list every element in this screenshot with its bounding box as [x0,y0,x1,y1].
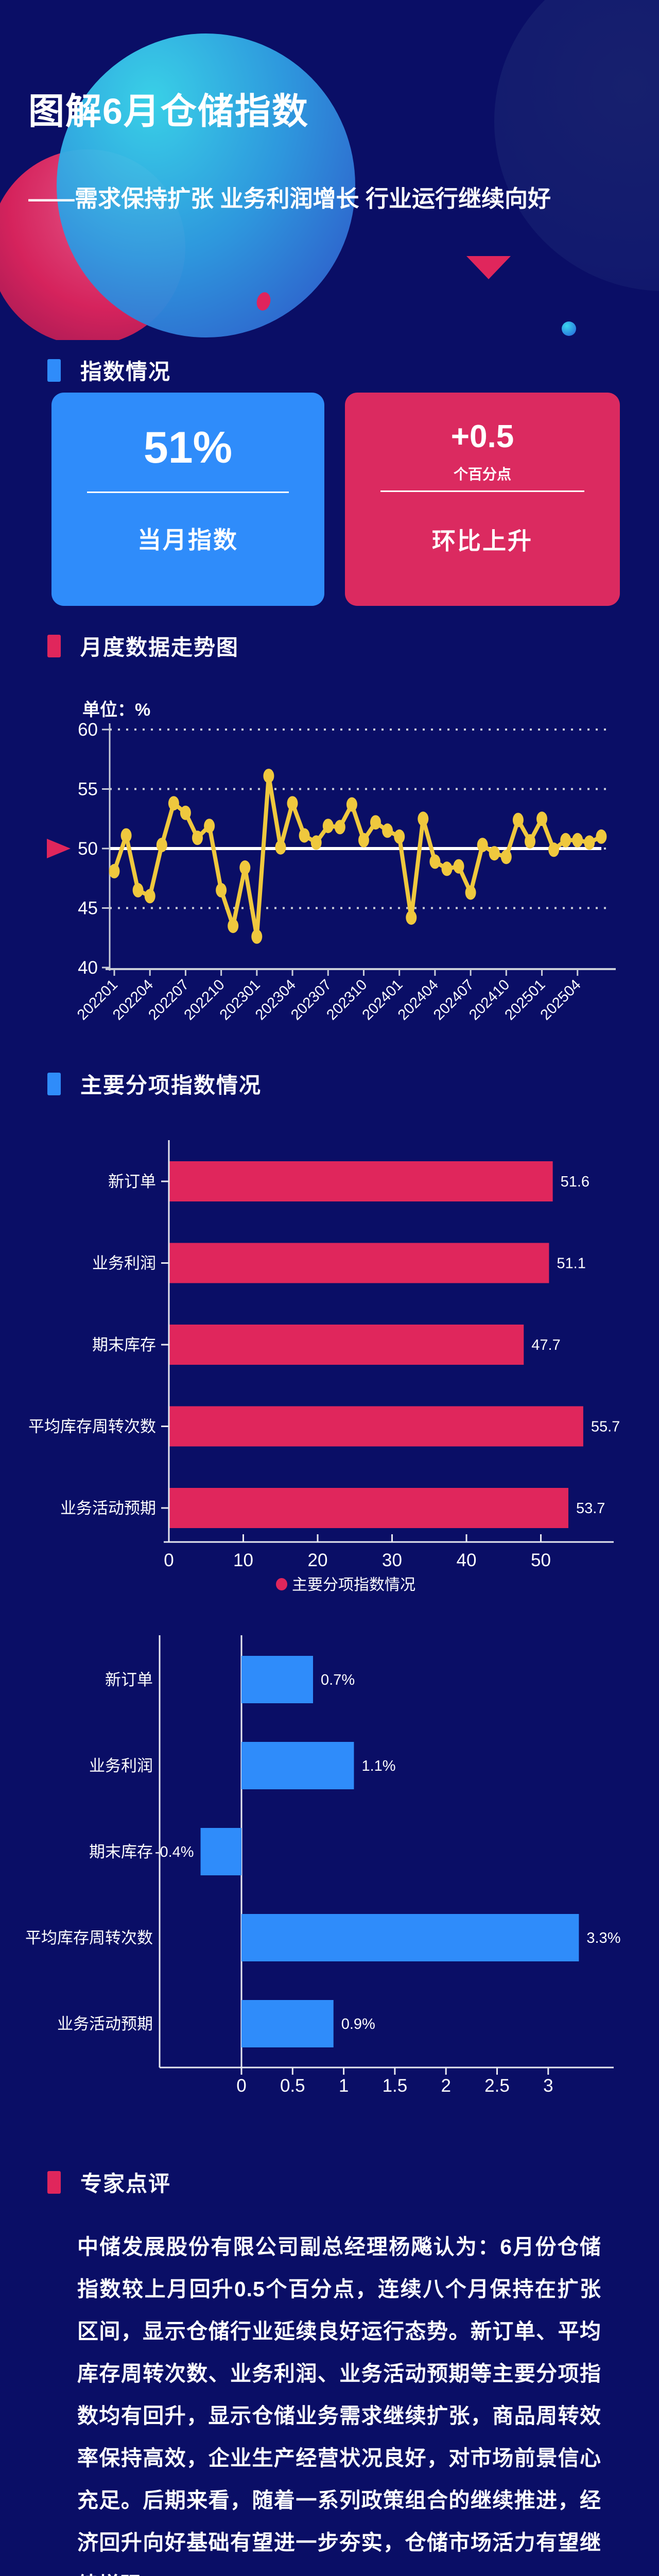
line-chart: 4045505560202201202204202207202210202301… [47,720,616,1023]
svg-text:1.5: 1.5 [383,2076,408,2096]
svg-text:3: 3 [543,2076,553,2096]
svg-text:业务利润: 业务利润 [89,1757,153,1775]
svg-text:202504: 202504 [537,976,584,1023]
card-divider [380,490,584,492]
blue-bullet-icon [47,1072,61,1095]
svg-text:51.6: 51.6 [561,1174,589,1190]
section-label: 月度数据走势图 [80,635,239,659]
svg-text:50: 50 [531,1550,551,1570]
svg-text:0: 0 [236,2076,246,2096]
svg-text:51.1: 51.1 [557,1256,585,1272]
svg-text:30: 30 [382,1550,402,1570]
section-heading-monthly-trend: 月度数据走势图 [47,630,239,662]
change-unit: 个百分点 [453,466,511,482]
svg-text:47.7: 47.7 [531,1337,560,1353]
change-value: +0.5 [450,419,514,454]
decor-cyan-ellipse [57,33,355,337]
section-heading-index-status: 指数情况 [47,354,171,386]
svg-text:53.7: 53.7 [576,1500,605,1517]
unit-label: 单位：% [82,700,151,720]
svg-text:3.3%: 3.3% [586,1930,620,1946]
svg-text:40: 40 [457,1550,477,1570]
card-divider [86,492,289,493]
svg-text:主要分项指数情况: 主要分项指数情况 [292,1577,415,1594]
card-mom-change: +0.5 个百分点 环比上升 [345,393,620,606]
red-bullet-icon [47,634,61,657]
section-label: 指数情况 [80,360,171,384]
svg-text:业务活动预期: 业务活动预期 [57,2015,153,2033]
current-index-label: 当月指数 [137,527,238,553]
page-subtitle: ——需求保持扩张 业务利润增长 行业运行继续向好 [28,185,551,212]
svg-text:0: 0 [164,1550,174,1570]
red-bullet-icon [47,2171,61,2194]
section-heading-sub-indices: 主要分项指数情况 [47,1068,262,1099]
svg-text:40: 40 [78,958,98,978]
svg-text:2: 2 [441,2076,450,2096]
svg-text:期末库存: 期末库存 [89,1843,153,1861]
svg-text:0.9%: 0.9% [341,2016,375,2032]
svg-text:新订单: 新订单 [108,1173,156,1191]
svg-text:45: 45 [78,899,98,919]
svg-text:50: 50 [78,839,98,859]
decor-red-triangle-icon [466,256,511,279]
svg-text:平均库存周转次数: 平均库存周转次数 [28,1418,156,1436]
svg-text:20: 20 [308,1550,328,1570]
svg-text:10: 10 [233,1550,253,1570]
page-title: 图解6月仓储指数 [28,91,309,131]
change-label: 环比上升 [432,528,533,554]
section-label: 专家点评 [80,2172,171,2196]
mom-change-bar-chart: 新订单 0.7% 业务利润 1.1% 期末库存 -0.4% 平均库存周转次数 3.3% 业务活动… [25,1635,620,2096]
svg-text:0.5: 0.5 [280,2076,305,2096]
svg-text:新订单: 新订单 [105,1671,153,1689]
svg-text:55: 55 [78,779,98,800]
svg-text:2.5: 2.5 [484,2076,510,2096]
svg-text:1.1%: 1.1% [361,1758,395,1774]
hero-header: 图解6月仓储指数 ——需求保持扩张 业务利润增长 行业运行继续向好 [0,0,659,340]
expert-comment: 中储发展股份有限公司副总经理杨飚认为：6月份仓储指数较上月回升0.5个百分点，连… [77,2235,601,2576]
section-label: 主要分项指数情况 [80,1073,262,1097]
svg-text:业务活动预期: 业务活动预期 [60,1499,156,1517]
svg-text:业务利润: 业务利润 [92,1255,156,1273]
blue-bullet-icon [47,359,61,382]
current-index-value: 51% [143,423,233,472]
svg-text:-0.4%: -0.4% [155,1844,194,1860]
decor-navy-circle-topright [494,0,659,291]
svg-text:1: 1 [339,2076,349,2096]
card-current-index: 51% 当月指数 [51,393,324,606]
svg-text:55.7: 55.7 [591,1419,620,1435]
svg-text:平均库存周转次数: 平均库存周转次数 [25,1929,153,1947]
svg-text:期末库存: 期末库存 [92,1336,156,1354]
svg-text:0.7%: 0.7% [321,1672,355,1688]
section-heading-expert-review: 专家点评 [47,2166,171,2198]
svg-text:60: 60 [78,720,98,740]
sub-indices-bar-chart: 新订单 51.6 业务利润 51.1 期末库存 47.7 平均库存周转次数 55.7 业务活动预… [28,1140,620,1594]
decor-cyan-dot [562,321,576,336]
